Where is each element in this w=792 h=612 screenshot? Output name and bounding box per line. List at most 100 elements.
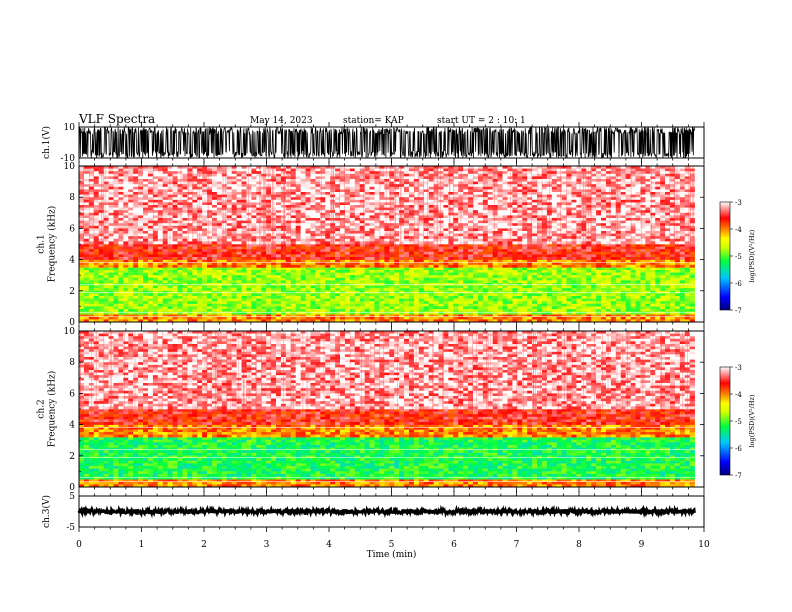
spectrogram-cell bbox=[128, 301, 134, 305]
spectrogram-cell bbox=[477, 319, 484, 323]
spectrogram-cell bbox=[147, 186, 154, 190]
spectrogram-cell bbox=[541, 288, 548, 292]
spectrogram-cell bbox=[650, 270, 656, 273]
spectrogram-cell bbox=[399, 249, 405, 253]
spectrogram-cell bbox=[98, 171, 104, 175]
spectrogram-cell bbox=[88, 179, 95, 182]
spectrogram-cell bbox=[295, 275, 301, 279]
spectrogram-cell bbox=[418, 298, 425, 302]
spectrogram-cell bbox=[335, 267, 341, 271]
spectrogram-cell bbox=[473, 168, 479, 172]
spectrogram-cell bbox=[665, 319, 671, 323]
spectrogram-cell bbox=[468, 171, 474, 175]
spectrogram-cell bbox=[162, 285, 168, 289]
spectrogram-cell bbox=[340, 270, 346, 273]
spectrogram-cell bbox=[433, 314, 439, 318]
spectrogram-cell bbox=[507, 168, 513, 172]
spectrogram-cell bbox=[640, 244, 646, 247]
spectrogram-cell bbox=[532, 309, 538, 312]
spectrogram-cell bbox=[369, 267, 375, 271]
spectrogram-cell bbox=[556, 166, 562, 169]
spectrogram-cell bbox=[448, 285, 454, 289]
spectrogram-cell bbox=[655, 275, 661, 279]
spectrogram-cell bbox=[625, 285, 631, 289]
spectrogram-cell bbox=[581, 254, 587, 258]
spectrogram-cell bbox=[335, 179, 341, 182]
spectrogram-cell bbox=[670, 264, 676, 268]
spectrogram-cell bbox=[374, 270, 380, 273]
spectrogram-cell bbox=[389, 270, 395, 273]
spectrogram-cell bbox=[340, 262, 346, 266]
spectrogram-cell bbox=[576, 314, 582, 318]
spectrogram-cell bbox=[167, 166, 173, 169]
spectrogram-cell bbox=[123, 277, 129, 281]
spectrogram-cell bbox=[162, 249, 168, 253]
spectrogram-cell bbox=[197, 319, 203, 323]
spectrogram-cell bbox=[192, 179, 198, 182]
spectrogram-cell bbox=[177, 301, 183, 305]
spectrogram-cell bbox=[581, 288, 587, 292]
spectrogram-cell bbox=[364, 259, 370, 263]
spectrogram-cell bbox=[527, 314, 533, 318]
spectrogram-cell bbox=[640, 319, 646, 323]
spectrogram-cell bbox=[512, 309, 518, 312]
spectrogram-cell bbox=[98, 288, 104, 292]
spectrogram-cell bbox=[418, 267, 425, 271]
spectrogram-cell bbox=[596, 272, 602, 276]
spectrogram-cell bbox=[118, 298, 124, 302]
spectrogram-cell bbox=[433, 280, 439, 284]
spectrogram-cell bbox=[305, 298, 311, 302]
spectrogram-cell bbox=[487, 179, 493, 182]
spectrogram-cell bbox=[305, 288, 311, 292]
spectrogram-cell bbox=[384, 270, 390, 273]
spectrogram-cell bbox=[202, 280, 208, 284]
spectrogram-cell bbox=[674, 186, 681, 190]
spectrogram-cell bbox=[482, 288, 489, 292]
spectrogram-cell bbox=[522, 171, 528, 175]
spectrogram-cell bbox=[423, 319, 429, 323]
spectrogram-cell bbox=[453, 179, 459, 182]
spectrogram-cell bbox=[133, 275, 139, 279]
spectrogram-cell bbox=[492, 316, 498, 320]
spectrogram-cell bbox=[344, 173, 351, 177]
spectrogram-cell bbox=[261, 244, 267, 247]
spectrogram-cell bbox=[581, 275, 587, 279]
spectrogram-cell bbox=[413, 285, 420, 289]
spectrogram-cell bbox=[551, 171, 558, 175]
spectrogram-cell bbox=[684, 311, 690, 315]
spectrogram-cell bbox=[177, 171, 183, 175]
spectrogram-cell bbox=[359, 301, 365, 305]
spectrogram-cell bbox=[482, 270, 489, 273]
spectrogram-cell bbox=[79, 316, 85, 320]
spectrogram-cell bbox=[300, 184, 306, 188]
spectrogram-cell bbox=[645, 262, 651, 266]
spectrogram-cell bbox=[359, 264, 365, 268]
spectrogram-cell bbox=[458, 262, 464, 266]
spectrogram-cell bbox=[610, 251, 617, 255]
spectrogram-cell bbox=[103, 254, 109, 258]
spectrogram-cell bbox=[359, 249, 365, 253]
spectrogram-cell bbox=[679, 296, 686, 299]
spectrogram-cell bbox=[192, 181, 198, 185]
spectrogram-cell bbox=[83, 189, 90, 193]
spectrogram-cell bbox=[207, 176, 213, 180]
spectrogram-cell bbox=[330, 168, 336, 172]
spectrogram-cell bbox=[650, 179, 656, 182]
spectrogram-cell bbox=[433, 254, 439, 258]
spectrogram-cell bbox=[349, 257, 356, 260]
spectrogram-cell bbox=[369, 264, 375, 268]
spectrogram-cell bbox=[330, 306, 336, 310]
spectrogram-cell bbox=[423, 314, 429, 318]
spectrogram-cell bbox=[236, 303, 242, 307]
spectrogram-cell bbox=[413, 251, 420, 255]
spectrogram-cell bbox=[261, 298, 267, 302]
spectrogram-cell bbox=[157, 298, 164, 302]
spectrogram-cell bbox=[610, 288, 617, 292]
spectrogram-cell bbox=[305, 168, 311, 172]
spectrogram-cell bbox=[684, 249, 690, 253]
spectrogram-cell bbox=[128, 189, 134, 193]
spectrogram-cell bbox=[532, 251, 538, 255]
spectrogram-cell bbox=[679, 184, 686, 188]
spectrogram-cell bbox=[344, 296, 351, 299]
spectrogram-cell bbox=[123, 249, 129, 253]
